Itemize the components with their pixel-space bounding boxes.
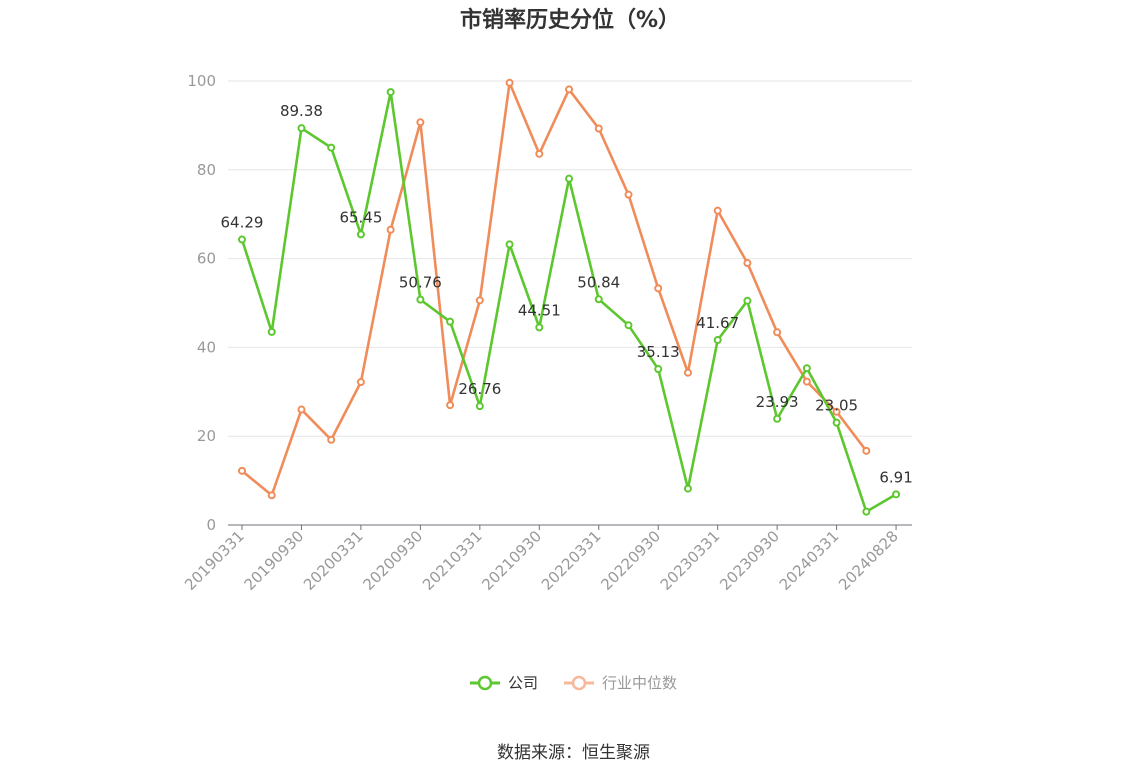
data-point-0 <box>594 295 603 304</box>
x-tick-label: 20240828 <box>835 527 902 594</box>
data-point-1 <box>862 446 871 455</box>
data-point-1 <box>386 225 395 234</box>
data-point-0 <box>446 317 455 326</box>
data-point-1 <box>267 491 276 500</box>
legend: 公司 行业中位数 <box>0 672 1147 693</box>
x-tick-label: 20190930 <box>241 527 308 594</box>
x-tick-label: 20210331 <box>419 527 486 594</box>
data-point-1 <box>297 405 306 414</box>
data-label: 6.91 <box>879 468 912 486</box>
data-point-0 <box>743 296 752 305</box>
data-point-1 <box>535 149 544 158</box>
y-tick-label: 40 <box>197 338 216 356</box>
data-point-1 <box>802 377 811 386</box>
data-point-0 <box>862 507 871 516</box>
series-line-1 <box>241 81 868 497</box>
chart-title: 市销率历史分位（%） <box>459 8 681 33</box>
x-tick-label: 20220930 <box>597 527 664 594</box>
legend-item-company[interactable]: 公司 <box>469 672 538 693</box>
x-tick-label: 20200331 <box>300 527 367 594</box>
x-tick-label: 20230930 <box>716 527 783 594</box>
data-label: 65.45 <box>339 208 382 226</box>
data-point-0 <box>416 295 425 304</box>
data-point-1 <box>356 378 365 387</box>
x-tick-label: 20240331 <box>776 527 843 594</box>
data-point-0 <box>565 174 574 183</box>
data-point-0 <box>297 124 306 133</box>
data-point-1 <box>743 259 752 268</box>
data-point-1 <box>624 190 633 199</box>
series-line-0 <box>240 90 897 513</box>
data-label: 50.84 <box>577 273 620 291</box>
y-tick-label: 100 <box>187 72 216 90</box>
data-point-1 <box>713 206 722 215</box>
data-point-1 <box>832 407 841 416</box>
data-point-0 <box>773 414 782 423</box>
legend-item-industry-median[interactable]: 行业中位数 <box>564 672 677 693</box>
data-point-1 <box>446 401 455 410</box>
data-point-0 <box>683 484 692 493</box>
x-tick-label: 20230331 <box>657 527 724 594</box>
data-point-0 <box>892 490 901 499</box>
legend-industry-label: 行业中位数 <box>602 674 678 692</box>
data-label: 89.38 <box>280 102 323 120</box>
data-point-1 <box>238 466 246 475</box>
y-tick-label: 80 <box>197 161 216 179</box>
data-label: 35.13 <box>637 343 680 361</box>
y-tick-label: 0 <box>206 516 216 534</box>
x-tick-label: 20220331 <box>538 527 605 594</box>
data-point-0 <box>802 364 811 373</box>
data-point-0 <box>535 323 544 332</box>
data-point-1 <box>327 435 336 444</box>
data-point-0 <box>832 418 841 427</box>
data-point-1 <box>773 328 782 337</box>
data-point-0 <box>356 230 365 239</box>
y-tick-label: 60 <box>197 250 216 268</box>
data-point-0 <box>327 143 336 152</box>
data-point-1 <box>416 118 425 127</box>
data-point-1 <box>475 296 484 305</box>
data-label: 50.76 <box>399 274 442 292</box>
data-point-1 <box>654 284 663 293</box>
data-point-1 <box>594 124 603 133</box>
data-label: 26.76 <box>458 380 501 398</box>
x-tick-label: 20190331 <box>181 527 248 594</box>
legend-company-swatch-icon <box>469 675 500 690</box>
legend-company-label: 公司 <box>507 674 538 692</box>
data-point-1 <box>683 368 692 377</box>
data-label: 44.51 <box>518 301 561 319</box>
data-point-0 <box>238 235 246 244</box>
data-point-1 <box>505 78 514 87</box>
data-point-0 <box>713 335 722 344</box>
data-label: 23.93 <box>756 393 799 411</box>
x-tick-label: 20210930 <box>478 527 545 594</box>
data-point-1 <box>565 85 574 94</box>
data-point-0 <box>624 321 633 330</box>
y-tick-label: 20 <box>197 427 216 445</box>
data-point-0 <box>505 240 514 249</box>
data-point-0 <box>654 365 663 374</box>
x-tick-label: 20200930 <box>359 527 426 594</box>
data-label: 64.29 <box>221 214 264 232</box>
data-point-0 <box>386 88 395 97</box>
legend-industry-swatch-icon <box>564 675 594 690</box>
data-point-0 <box>267 327 276 336</box>
data-label: 41.67 <box>696 314 739 332</box>
data-label: 23.05 <box>815 397 858 415</box>
data-source-note: 数据来源：恒生聚源 <box>497 743 650 763</box>
data-point-0 <box>475 402 484 411</box>
